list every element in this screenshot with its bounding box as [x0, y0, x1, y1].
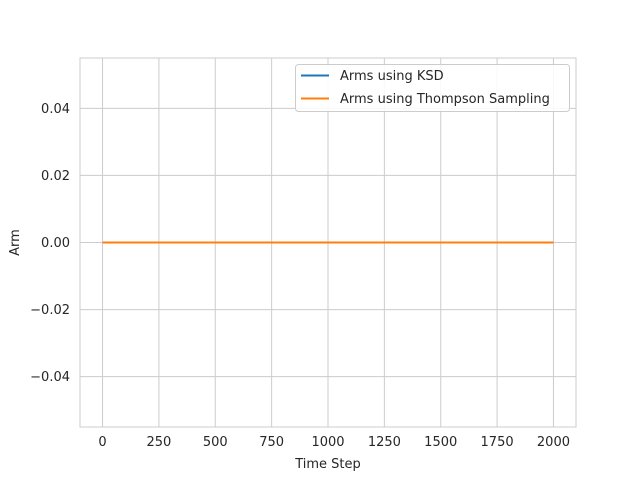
y-axis-label: Arm — [8, 229, 23, 256]
y-tick-label: −0.02 — [30, 303, 70, 318]
y-tick-label: 0.02 — [41, 169, 70, 184]
x-tick-label: 1500 — [424, 435, 457, 450]
legend-entry-ksd: Arms using KSD — [340, 69, 444, 84]
legend-entry-thompson-sampling: Arms using Thompson Sampling — [340, 92, 550, 107]
x-tick-label: 250 — [146, 435, 171, 450]
plot-area-frame — [79, 57, 577, 428]
y-tick-label: 0.04 — [41, 102, 70, 117]
y-tick-label: 0.00 — [41, 236, 70, 251]
x-tick-label: 1000 — [311, 435, 344, 450]
x-axis-label: Time Step — [294, 457, 361, 472]
x-tick-label: 1250 — [368, 435, 401, 450]
x-tick-label: 0 — [98, 435, 106, 450]
x-tick-labels: 0 250 500 750 1000 1250 1500 1750 2000 — [98, 435, 570, 450]
x-tick-label: 1750 — [481, 435, 514, 450]
legend: Arms using KSD Arms using Thompson Sampl… — [295, 64, 570, 112]
y-tick-label: −0.04 — [30, 370, 70, 385]
x-tick-label: 500 — [203, 435, 228, 450]
legend-box — [295, 64, 570, 112]
x-tick-label: 750 — [259, 435, 284, 450]
y-tick-labels: −0.04 −0.02 0.00 0.02 0.04 — [30, 102, 70, 385]
x-tick-label: 2000 — [537, 435, 570, 450]
